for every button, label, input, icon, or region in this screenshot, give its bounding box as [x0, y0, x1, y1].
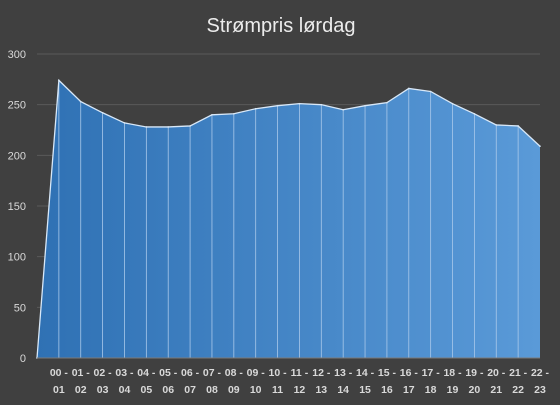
y-tick-label: 50 [14, 302, 26, 314]
data-point [189, 125, 191, 127]
x-tick-label: 02 [75, 384, 87, 396]
data-point [342, 108, 344, 111]
x-tick-label: 08 [206, 384, 218, 396]
x-tick-label: 15 - [378, 367, 397, 379]
x-tick-label: 11 - [291, 367, 309, 379]
series-line [36, 78, 541, 359]
x-tick-label: 17 [403, 384, 415, 396]
data-point [364, 104, 366, 107]
x-tick-label: 20 - [487, 367, 506, 379]
y-tick-label: 0 [20, 353, 26, 365]
x-axis: 00 - 01 01 - 02 02 - 03 03 - 04 04 - 05 05 - 06 06 -… [37, 357, 550, 396]
data-point [58, 79, 60, 82]
data-point [101, 111, 104, 114]
x-tick-label: 00 - [50, 367, 69, 379]
x-tick-label: 02 - [94, 367, 113, 379]
data-point [451, 102, 454, 105]
x-tick-label: 10 - [269, 367, 288, 379]
x-tick-label: 17 - [422, 367, 441, 379]
x-tick-label: 12 [294, 384, 306, 396]
x-tick-label: 21 [490, 384, 502, 396]
x-tick-label: 16 - [400, 367, 419, 379]
data-point [407, 87, 410, 90]
x-tick-label: 01 - [72, 367, 91, 379]
data-point [254, 107, 257, 110]
x-tick-label: 23 [534, 384, 546, 396]
area-fill [37, 80, 540, 358]
x-tick-label: 19 [447, 384, 459, 396]
data-point [386, 101, 388, 104]
x-tick-label: 03 [97, 384, 109, 396]
y-tick-label: 300 [8, 49, 26, 61]
x-tick-label: 04 - [137, 367, 156, 379]
data-point [429, 90, 432, 93]
data-point [167, 126, 170, 128]
data-point [123, 122, 126, 124]
x-tick-label: 09 - [247, 367, 266, 379]
x-tick-label: 18 - [443, 367, 462, 379]
x-tick-label: 03 - [115, 367, 134, 379]
x-tick-label: 06 [162, 384, 174, 396]
plot-area [36, 78, 541, 359]
x-tick-label: 21 - [509, 367, 528, 379]
x-tick-label: 16 [381, 384, 393, 396]
data-point [473, 112, 476, 115]
x-tick-label: 19 - [465, 367, 484, 379]
data-point [517, 125, 519, 127]
x-tick-label: 01 [53, 384, 65, 396]
data-point [298, 102, 301, 105]
x-tick-label: 10 [250, 384, 262, 396]
x-tick-label: 11 [272, 384, 283, 396]
x-tick-label: 22 [512, 384, 524, 396]
x-tick-label: 14 - [356, 367, 375, 379]
x-tick-label: 15 [359, 384, 371, 396]
data-point [276, 104, 279, 107]
x-tick-label: 08 - [225, 367, 244, 379]
y-tick-label: 100 [8, 252, 26, 264]
x-tick-label: 13 [315, 384, 327, 396]
data-point [539, 145, 541, 148]
chart-title: Strømpris lørdag [207, 15, 356, 37]
x-tick-label: 14 [337, 384, 349, 396]
x-tick-label: 07 - [203, 367, 222, 379]
x-tick-label: 12 - [312, 367, 331, 379]
x-tick-label: 07 [184, 384, 196, 396]
data-point [145, 126, 148, 128]
x-tick-label: 20 [469, 384, 481, 396]
x-tick-label: 06 - [181, 367, 200, 379]
y-tick-label: 150 [8, 201, 26, 213]
x-tick-label: 05 [141, 384, 153, 396]
x-tick-label: 22 - [531, 367, 550, 379]
data-point [79, 100, 82, 103]
y-axis: 0 50 100 150 200 250 300 [8, 49, 26, 365]
x-tick-label: 18 [425, 384, 437, 396]
y-tick-label: 200 [8, 150, 26, 162]
data-point [495, 124, 498, 126]
x-tick-label: 05 - [159, 367, 178, 379]
y-tick-label: 250 [8, 100, 26, 112]
x-tick-label: 13 - [334, 367, 353, 379]
x-tick-label: 09 [228, 384, 240, 396]
data-point [320, 103, 323, 106]
data-point [211, 114, 213, 116]
data-point [233, 112, 235, 115]
x-tick-label: 04 [119, 384, 131, 396]
